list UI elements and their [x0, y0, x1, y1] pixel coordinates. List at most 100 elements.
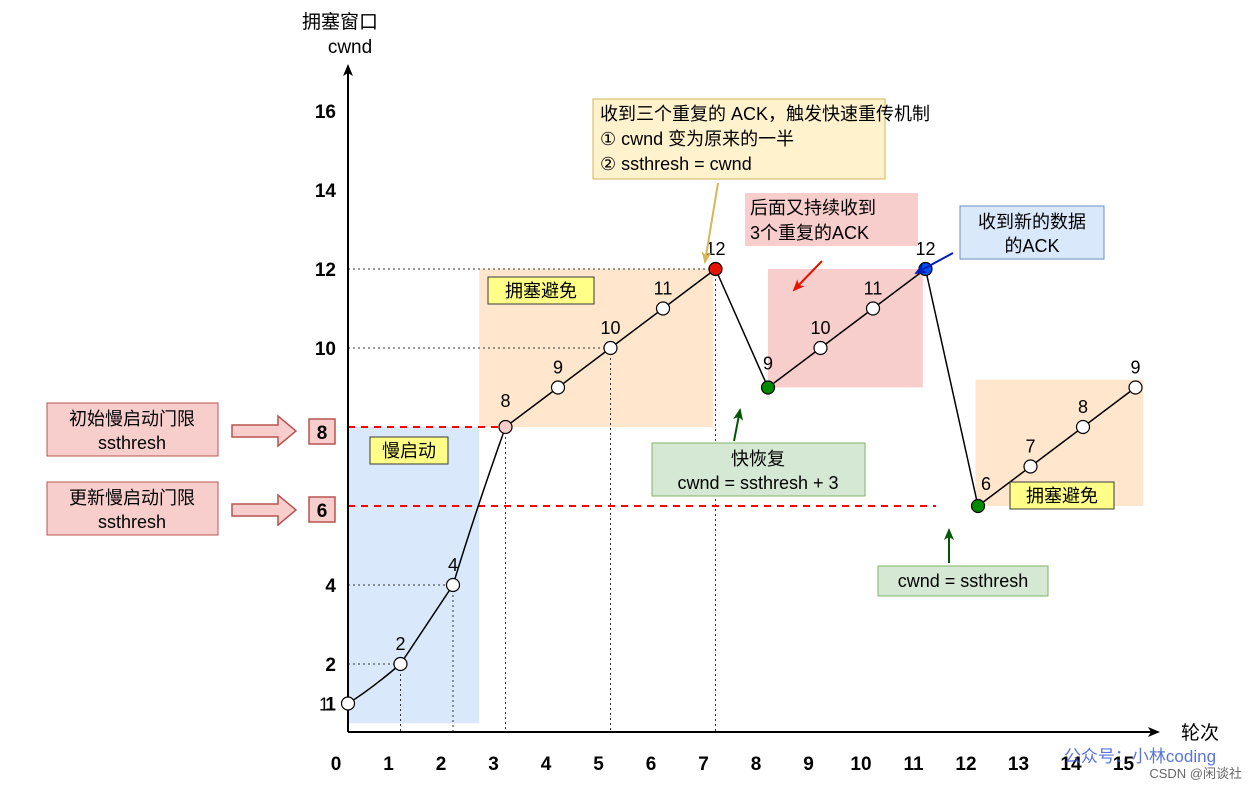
- data-point-3: [498, 419, 513, 435]
- y-axis-label-line2: cwnd: [328, 37, 372, 58]
- marker-8: 8: [317, 423, 328, 444]
- x-tick-1: 1: [383, 754, 394, 775]
- data-point-12: [970, 498, 986, 514]
- point-label-4: 9: [553, 358, 563, 378]
- series-segment-0: [347, 426, 507, 705]
- new-ssthresh-arrow: [231, 493, 298, 527]
- fast-recovery-arrow: [733, 408, 744, 442]
- data-point-7: [708, 261, 723, 277]
- slow-start-label-bg: [369, 436, 449, 465]
- data-point-14: [1075, 419, 1091, 435]
- x-tick-13: 13: [1008, 754, 1029, 775]
- x-tick-9: 9: [803, 754, 814, 775]
- x-tick-11: 11: [903, 754, 924, 775]
- new-ack-line1: 收到新的数据: [978, 212, 1086, 232]
- series-segment-4: [924, 268, 979, 507]
- data-point-9: [813, 340, 828, 356]
- init-ssthresh-box: [46, 402, 219, 457]
- series-segment-2: [714, 268, 769, 388]
- new-ssthresh-line2: ssthresh: [98, 512, 166, 532]
- point-label-5: 10: [600, 318, 620, 338]
- init-ssthresh-arrow: [231, 414, 298, 448]
- watermark-csdn: CSDN @闲谈社: [1149, 766, 1242, 781]
- new-ack-callout: [959, 205, 1105, 260]
- series-segment-3: [767, 268, 926, 389]
- y-tick-1: 1: [325, 695, 336, 716]
- y-tick-2: 2: [325, 655, 336, 676]
- cwnd-series: [340, 261, 1143, 711]
- fast-recovery-line1: 快恢复: [731, 449, 785, 469]
- init-ssthresh-line1: 初始慢启动门限: [69, 409, 195, 429]
- point-label-6: 11: [654, 279, 673, 299]
- x-tick-12: 12: [955, 754, 976, 775]
- y-tick-12: 12: [315, 260, 336, 281]
- cwnd-eq-callout: [877, 565, 1049, 597]
- y-tick-16: 16: [315, 102, 336, 123]
- marker-8-box: [308, 418, 336, 445]
- point-label-12: 6: [981, 474, 991, 494]
- fast-recovery-callout: [651, 442, 866, 497]
- y-tick-14: 14: [315, 181, 337, 202]
- y-axis-label-line1: 拥塞窗口: [302, 11, 378, 33]
- y-tick-10: 10: [315, 339, 336, 360]
- point-label-13: 7: [1025, 437, 1035, 457]
- triple-ack-arrow: [701, 182, 719, 264]
- x-tick-2: 2: [436, 754, 447, 775]
- x-tick-8: 8: [751, 754, 762, 775]
- avoidance-label-2: 拥塞避免: [1026, 486, 1098, 506]
- more-dup-line1: 后面又持续收到: [750, 198, 876, 218]
- new-ack-arrow: [914, 252, 954, 274]
- point-label-11: 12: [915, 239, 935, 259]
- x-axis-label: 轮次: [1181, 722, 1219, 744]
- data-point-15: [1128, 380, 1143, 395]
- data-point-0: [340, 696, 356, 711]
- y-tick-4: 4: [325, 576, 336, 597]
- x-tick-14: 14: [1060, 754, 1082, 775]
- fast-recovery-line2: cwnd = ssthresh + 3: [677, 473, 838, 493]
- x-tick-15: 15: [1113, 754, 1135, 775]
- triple-ack-line1: 收到三个重复的 ACK，触发快速重传机制: [600, 104, 930, 124]
- data-point-8: [760, 380, 776, 395]
- data-point-10: [865, 301, 881, 316]
- init-ssthresh-line2: ssthresh: [98, 433, 166, 453]
- x-tick-6: 6: [646, 754, 657, 775]
- triple-ack-line3: ② ssthresh = cwnd: [600, 154, 752, 174]
- point-label-1: 2: [395, 634, 405, 654]
- watermark-gzh: 公众号：小林coding: [1064, 747, 1216, 766]
- avoidance-label-1: 拥塞避免: [505, 281, 577, 301]
- avoidance-label-2-bg: [1009, 481, 1115, 510]
- new-ssthresh-box: [46, 481, 219, 536]
- cwnd-eq-line1: cwnd = ssthresh: [898, 571, 1029, 591]
- x-tick-5: 5: [593, 754, 604, 775]
- point-label-2: 4: [448, 555, 458, 575]
- point-label-10: 11: [864, 279, 883, 299]
- point-label-9: 10: [810, 318, 830, 338]
- point-label-8: 9: [763, 354, 773, 374]
- x-tick-labels: 0 1 2 3 4 5 6 7 8 9 10 11 12 13 14 15: [331, 754, 1135, 775]
- point-label-14: 8: [1078, 397, 1088, 417]
- slow-start-label: 慢启动: [382, 441, 436, 461]
- x-tick-7: 7: [698, 754, 709, 775]
- data-point-2: [445, 577, 461, 593]
- slow-start-region: [348, 427, 480, 724]
- marker-6: 6: [317, 501, 328, 522]
- threshold-lines: [348, 426, 936, 507]
- y-tick-labels: 1246810121416: [315, 102, 337, 716]
- series-segment-5: [977, 386, 1136, 507]
- x-tick-10: 10: [850, 754, 871, 775]
- x-tick-0: 0: [331, 754, 342, 775]
- more-dup-line2: 3个重复的ACK: [750, 223, 869, 243]
- point-label-0: 1: [319, 695, 329, 715]
- point-label-15: 9: [1130, 358, 1140, 378]
- more-dup-callout: [745, 193, 918, 246]
- x-tick-3: 3: [488, 754, 499, 775]
- guide-lines: [348, 268, 716, 732]
- triple-ack-line2: ① cwnd 变为原来的一半: [600, 129, 794, 149]
- point-label-3: 8: [500, 391, 510, 411]
- triple-ack-callout: [592, 98, 886, 180]
- data-point-6: [655, 301, 671, 316]
- data-point-4: [550, 380, 566, 395]
- marker-6-box: [308, 496, 336, 523]
- data-point-13: [1023, 459, 1038, 474]
